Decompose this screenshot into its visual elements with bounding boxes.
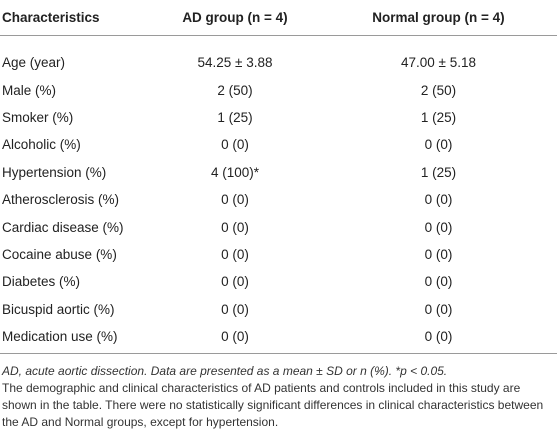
table-cell: 0 (0) xyxy=(424,219,453,235)
table-cell: 2 (50) xyxy=(217,82,253,98)
table-cell: 0 (0) xyxy=(424,137,453,153)
row-label: Age (year) xyxy=(2,55,66,71)
table-cell: 4 (100)* xyxy=(210,164,260,180)
row-label: Hypertension (%) xyxy=(2,164,107,180)
table-cell: 1 (25) xyxy=(420,164,457,180)
table-cell: 54.25 ± 3.88 xyxy=(197,55,273,71)
row-label: Medication use (%) xyxy=(0,322,150,355)
table-cell: 1 (25) xyxy=(217,109,253,125)
table-cell: 0 (0) xyxy=(150,322,320,355)
row-label: Cardiac disease (%) xyxy=(2,219,124,235)
table-cell: 0 (0) xyxy=(221,137,249,153)
table-row: Smoker (%) 1 (25) 1 (25) xyxy=(0,104,557,131)
table-row: Bicuspid aortic (%) 0 (0) 0 (0) xyxy=(0,296,557,323)
footnote-description: The demographic and clinical characteris… xyxy=(2,381,544,430)
table-row: Hypertension (%) 4 (100)* 1 (25) xyxy=(0,159,557,186)
table-cell: 0 (0) xyxy=(424,246,453,262)
table-row: Alcoholic (%) 0 (0) 0 (0) xyxy=(0,131,557,158)
table-cell: 0 (0) xyxy=(221,246,249,262)
table-row: Atherosclerosis (%) 0 (0) 0 (0) xyxy=(0,186,557,213)
table-row: Cardiac disease (%) 0 (0) 0 (0) xyxy=(0,213,557,240)
table-row: Male (%) 2 (50) 2 (50) xyxy=(0,76,557,103)
row-label: Alcoholic (%) xyxy=(2,137,81,153)
table-cell: 0 (0) xyxy=(221,301,249,317)
header-cell: Normal group (n = 4) xyxy=(320,0,557,36)
row-label: Diabetes (%) xyxy=(2,274,81,290)
table-cell: 0 (0) xyxy=(221,219,249,235)
row-label: Male (%) xyxy=(2,82,57,98)
table-row: Medication use (%) 0 (0) 0 (0) xyxy=(0,322,557,355)
table-cell: 0 (0) xyxy=(221,274,249,290)
table-row: Cocaine abuse (%) 0 (0) 0 (0) xyxy=(0,241,557,268)
data-table: Characteristics AD group (n = 4) Normal gr… xyxy=(0,0,557,355)
table-row: Age (year) 54.25 ± 3.88 47.00 ± 5.18 xyxy=(0,36,557,77)
row-label: Atherosclerosis (%) xyxy=(2,192,120,208)
table-cell: 1 (25) xyxy=(420,109,457,125)
table-cell: 47.00 ± 5.18 xyxy=(401,55,476,71)
footnote-note: AD, acute aortic dissection. Data are pr… xyxy=(2,364,448,379)
table-row: Diabetes (%) 0 (0) 0 (0) xyxy=(0,268,557,295)
header-cell: AD group (n = 4) xyxy=(150,0,320,36)
header-row: Characteristics AD group (n = 4) Normal gr… xyxy=(0,0,557,36)
row-label: Cocaine abuse (%) xyxy=(2,246,117,262)
row-label: Smoker (%) xyxy=(2,109,74,125)
table-cell: 0 (0) xyxy=(221,192,249,208)
table-cell: 0 (0) xyxy=(320,322,557,355)
footnote: AD, acute aortic dissection. Data are pr… xyxy=(0,354,557,431)
table-cell: 0 (0) xyxy=(424,192,453,208)
header-cell: Characteristics xyxy=(0,0,150,36)
row-label: Bicuspid aortic (%) xyxy=(2,301,115,317)
table-cell: 0 (0) xyxy=(424,301,453,317)
table-cell: 0 (0) xyxy=(424,274,453,290)
table-body: Age (year) 54.25 ± 3.88 47.00 ± 5.18 Male (… xyxy=(0,36,557,355)
table-cell: 2 (50) xyxy=(420,82,457,98)
